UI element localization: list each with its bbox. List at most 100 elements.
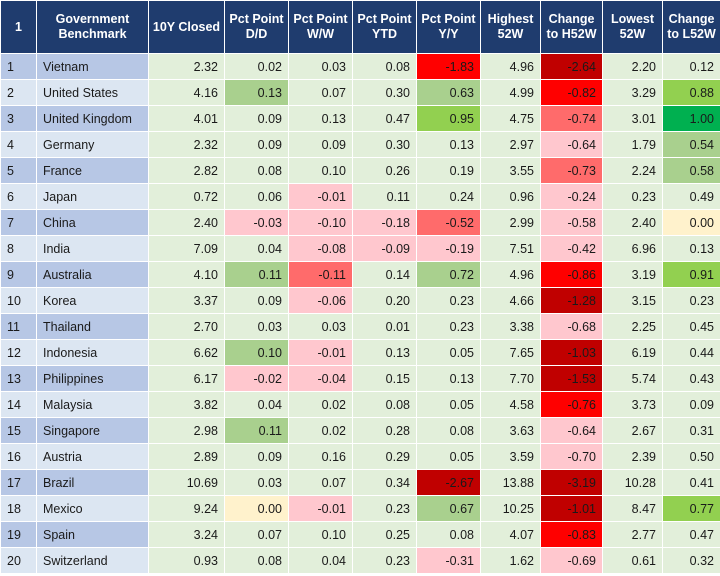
- header-lowest-52w: Lowest 52W: [602, 0, 663, 54]
- row-country-name: France: [36, 157, 149, 184]
- row-rank: 19: [0, 521, 37, 548]
- header-10y-closed: 10Y Closed: [148, 0, 225, 54]
- cell-change-l52w: 0.43: [662, 365, 720, 392]
- cell-highest-52w: 7.51: [480, 235, 541, 262]
- row-country-name: Brazil: [36, 469, 149, 496]
- row-rank: 16: [0, 443, 37, 470]
- cell-pct-yy: -0.52: [416, 209, 481, 236]
- cell-pct-yy: 0.05: [416, 339, 481, 366]
- cell-change-h52w: -3.19: [540, 469, 603, 496]
- cell-highest-52w: 2.97: [480, 131, 541, 158]
- cell-change-l52w: 0.31: [662, 417, 720, 444]
- cell-pct-yy: 0.19: [416, 157, 481, 184]
- cell-lowest-52w: 8.47: [602, 495, 663, 522]
- cell-highest-52w: 4.96: [480, 261, 541, 288]
- cell-change-l52w: 0.54: [662, 131, 720, 158]
- cell-pct-yy: 0.13: [416, 131, 481, 158]
- cell-pct-yy: 0.08: [416, 521, 481, 548]
- cell-pct-ww: 0.13: [288, 105, 353, 132]
- cell-pct-yy: 0.72: [416, 261, 481, 288]
- cell-pct-ww: 0.04: [288, 547, 353, 574]
- cell-pct-ww: 0.16: [288, 443, 353, 470]
- cell-ten-year-closed: 3.82: [148, 391, 225, 418]
- header-highest-52w: Highest 52W: [480, 0, 541, 54]
- cell-pct-dd: 0.09: [224, 131, 289, 158]
- table-row: 1 Vietnam 2.32 0.02 0.03 0.08 -1.83 4.96 -2.64 2.…: [0, 53, 720, 80]
- row-rank: 11: [0, 313, 37, 340]
- row-country-name: Austria: [36, 443, 149, 470]
- cell-pct-ytd: 0.15: [352, 365, 417, 392]
- cell-change-h52w: -1.03: [540, 339, 603, 366]
- cell-pct-ww: 0.02: [288, 391, 353, 418]
- cell-pct-ww: 0.02: [288, 417, 353, 444]
- cell-change-h52w: -0.73: [540, 157, 603, 184]
- cell-pct-yy: 0.63: [416, 79, 481, 106]
- cell-highest-52w: 3.55: [480, 157, 541, 184]
- cell-lowest-52w: 6.19: [602, 339, 663, 366]
- cell-pct-yy: 0.23: [416, 313, 481, 340]
- row-rank: 3: [0, 105, 37, 132]
- cell-lowest-52w: 2.39: [602, 443, 663, 470]
- row-country-name: Singapore: [36, 417, 149, 444]
- cell-pct-yy: 0.24: [416, 183, 481, 210]
- cell-highest-52w: 4.66: [480, 287, 541, 314]
- cell-pct-ww: -0.08: [288, 235, 353, 262]
- cell-change-l52w: 0.44: [662, 339, 720, 366]
- cell-change-l52w: 0.23: [662, 287, 720, 314]
- cell-highest-52w: 13.88: [480, 469, 541, 496]
- cell-pct-dd: 0.11: [224, 417, 289, 444]
- row-rank: 5: [0, 157, 37, 184]
- cell-lowest-52w: 2.77: [602, 521, 663, 548]
- cell-pct-ytd: 0.29: [352, 443, 417, 470]
- row-country-name: India: [36, 235, 149, 262]
- table-row: 4 Germany 2.32 0.09 0.09 0.30 0.13 2.97 -0.64 1.7…: [0, 131, 720, 158]
- header-benchmark: Government Benchmark: [36, 0, 149, 54]
- table-header: 1 Government Benchmark 10Y Closed Pct Po…: [0, 0, 720, 54]
- row-rank: 1: [0, 53, 37, 80]
- cell-pct-ytd: 0.26: [352, 157, 417, 184]
- cell-highest-52w: 2.99: [480, 209, 541, 236]
- table-body: 1 Vietnam 2.32 0.02 0.03 0.08 -1.83 4.96 -2.64 2.…: [0, 53, 720, 574]
- cell-change-h52w: -1.28: [540, 287, 603, 314]
- cell-highest-52w: 4.75: [480, 105, 541, 132]
- table-row: 19 Spain 3.24 0.07 0.10 0.25 0.08 4.07 -0.83 2.77…: [0, 521, 720, 548]
- cell-highest-52w: 7.70: [480, 365, 541, 392]
- cell-change-h52w: -0.64: [540, 131, 603, 158]
- header-row: 1 Government Benchmark 10Y Closed Pct Po…: [0, 0, 720, 54]
- cell-ten-year-closed: 9.24: [148, 495, 225, 522]
- cell-pct-ytd: 0.01: [352, 313, 417, 340]
- cell-pct-yy: 0.05: [416, 391, 481, 418]
- table-row: 16 Austria 2.89 0.09 0.16 0.29 0.05 3.59 -0.70 2.…: [0, 443, 720, 470]
- cell-change-l52w: 0.49: [662, 183, 720, 210]
- cell-change-l52w: 0.00: [662, 209, 720, 236]
- cell-lowest-52w: 2.24: [602, 157, 663, 184]
- cell-change-l52w: 0.77: [662, 495, 720, 522]
- cell-pct-dd: 0.08: [224, 157, 289, 184]
- cell-highest-52w: 4.58: [480, 391, 541, 418]
- cell-change-l52w: 1.00: [662, 105, 720, 132]
- cell-pct-ww: -0.04: [288, 365, 353, 392]
- cell-highest-52w: 7.65: [480, 339, 541, 366]
- row-rank: 4: [0, 131, 37, 158]
- cell-highest-52w: 4.99: [480, 79, 541, 106]
- cell-pct-ww: -0.01: [288, 339, 353, 366]
- cell-ten-year-closed: 4.01: [148, 105, 225, 132]
- cell-pct-yy: -1.83: [416, 53, 481, 80]
- cell-pct-ytd: -0.09: [352, 235, 417, 262]
- cell-change-h52w: -0.86: [540, 261, 603, 288]
- cell-change-l52w: 0.32: [662, 547, 720, 574]
- cell-ten-year-closed: 0.72: [148, 183, 225, 210]
- table-row: 6 Japan 0.72 0.06 -0.01 0.11 0.24 0.96 -0.24 0.23…: [0, 183, 720, 210]
- cell-highest-52w: 4.07: [480, 521, 541, 548]
- cell-pct-ytd: 0.25: [352, 521, 417, 548]
- cell-pct-dd: 0.13: [224, 79, 289, 106]
- cell-pct-dd: 0.03: [224, 313, 289, 340]
- cell-ten-year-closed: 4.16: [148, 79, 225, 106]
- table-row: 15 Singapore 2.98 0.11 0.02 0.28 0.08 3.63 -0.64…: [0, 417, 720, 444]
- cell-pct-yy: -0.31: [416, 547, 481, 574]
- header-pct-ww: Pct Point W/W: [288, 0, 353, 54]
- row-rank: 7: [0, 209, 37, 236]
- cell-pct-dd: 0.04: [224, 235, 289, 262]
- cell-pct-ww: 0.09: [288, 131, 353, 158]
